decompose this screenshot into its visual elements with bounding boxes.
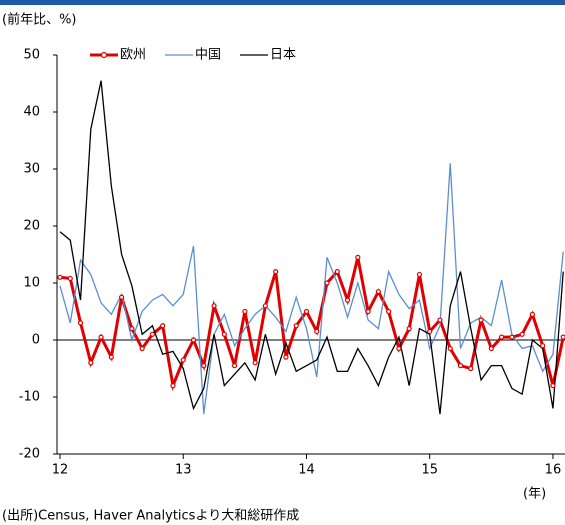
point (437, 317, 443, 323)
point (283, 354, 289, 360)
point (88, 360, 94, 366)
legend-label: 日本 (270, 48, 296, 63)
point (344, 297, 351, 303)
point (375, 288, 381, 295)
point (396, 345, 402, 352)
point (221, 331, 227, 337)
series-line (59, 163, 564, 415)
legend-marker (100, 51, 108, 59)
series-line (59, 80, 564, 415)
point (293, 323, 299, 329)
point (180, 357, 186, 363)
point (242, 308, 248, 315)
series-line (59, 256, 565, 392)
y-tick-label: 40 (23, 105, 40, 120)
point (334, 269, 340, 275)
legend-label: 欧州 (120, 48, 146, 63)
y-tick-label: -10 (19, 390, 40, 405)
point (560, 334, 565, 340)
x-tick-label: 15 (421, 463, 438, 478)
point (303, 308, 310, 315)
legend-label: 中国 (195, 48, 221, 63)
point (416, 271, 423, 278)
point (98, 334, 104, 340)
point (509, 334, 515, 340)
point (499, 334, 505, 340)
point (108, 354, 114, 360)
point (324, 280, 330, 286)
point (170, 383, 176, 389)
point (540, 343, 546, 349)
point (457, 363, 464, 369)
point (314, 328, 320, 335)
point (201, 363, 207, 369)
x-tick-label: 13 (175, 463, 192, 478)
point (231, 363, 238, 369)
point (262, 303, 268, 309)
point (190, 337, 197, 343)
point (447, 345, 453, 352)
point (478, 317, 484, 323)
y-tick-label: 10 (23, 276, 40, 291)
point (252, 360, 258, 366)
point (149, 331, 156, 337)
top-bar (0, 0, 565, 5)
point (77, 320, 84, 326)
point (160, 323, 166, 329)
point (119, 294, 125, 300)
chart-title: (前年比、%) (2, 12, 77, 28)
point (211, 303, 217, 309)
point (57, 274, 63, 280)
point (365, 308, 371, 315)
y-tick-label: 20 (23, 219, 40, 234)
point (406, 326, 412, 332)
y-tick-label: 0 (32, 333, 40, 348)
point (355, 254, 361, 260)
y-tick-label: -20 (19, 447, 40, 462)
point (273, 269, 279, 275)
point (550, 383, 556, 389)
x-tick-label: 14 (298, 463, 315, 478)
y-tick-label: 30 (23, 162, 40, 177)
y-tick-label: 50 (23, 48, 40, 63)
x-axis-label: (年) (523, 487, 546, 502)
source-note: (出所)Census, Haver Analyticsより大和総研作成 (2, 509, 299, 524)
x-tick-label: 12 (52, 463, 69, 478)
point (488, 345, 494, 352)
x-tick-label: 16 (545, 463, 562, 478)
point (67, 275, 73, 282)
point (386, 308, 392, 315)
point (519, 331, 525, 337)
point (139, 345, 145, 352)
point (427, 328, 433, 335)
point (529, 311, 536, 317)
point (468, 365, 474, 372)
point (129, 326, 135, 332)
